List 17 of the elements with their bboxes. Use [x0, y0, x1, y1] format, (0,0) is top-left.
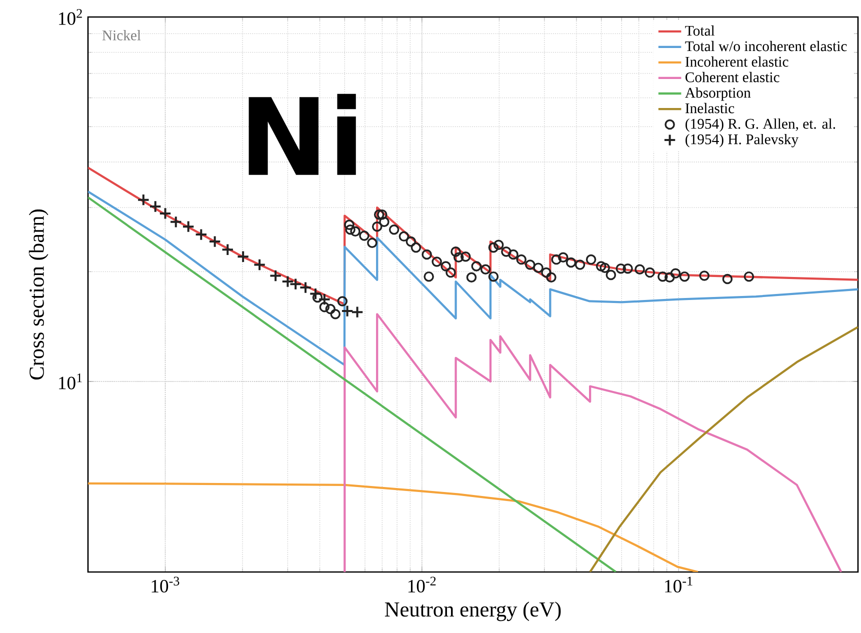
legend-label: Inelastic — [685, 102, 734, 114]
legend-label: Absorption — [685, 87, 751, 101]
legend-label: (1954) R. G. Allen, et. al. — [686, 118, 836, 132]
legend-label: Incoherent elastic — [685, 56, 788, 67]
legend-label: (1954) H. Palevsky — [686, 134, 798, 148]
legend-label: Coherent elastic — [686, 72, 780, 82]
y-tick-label: 10$^{2}$ — [59, 9, 82, 25]
annotation: Ni — [248, 94, 356, 175]
legend-label: Total w/o incoherent elastic — [685, 40, 847, 52]
x-tick-label: 10$^{-1}$ — [665, 576, 692, 592]
x-axis-title: Neutron energy (eV) — [384, 602, 561, 622]
legend-label: Total — [685, 25, 715, 36]
x-tick-label: 10$^{-3}$ — [152, 576, 180, 593]
y-axis-title: Cross section (barn) — [28, 210, 48, 380]
annotation: Nickel — [102, 30, 141, 40]
y-tick-label: 10$^{1}$ — [59, 374, 82, 390]
x-tick-label: 10$^{-2}$ — [408, 576, 436, 593]
